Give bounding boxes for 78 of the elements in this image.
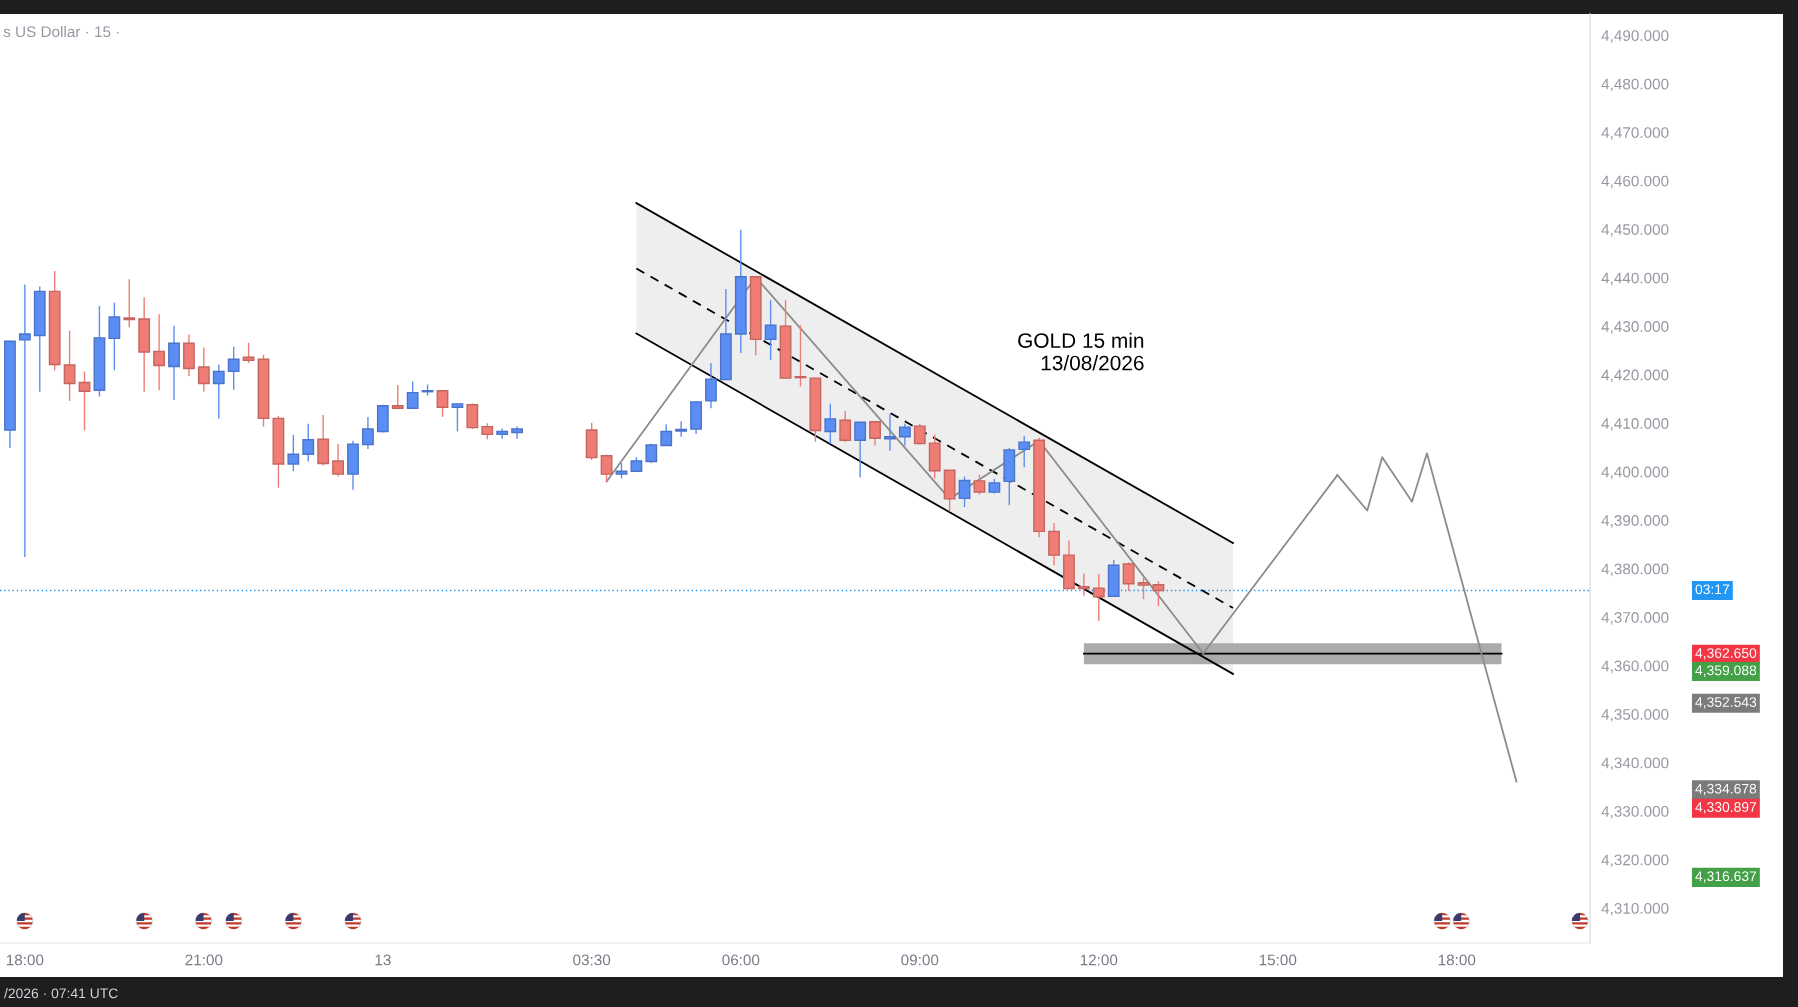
candlestick (212, 363, 225, 420)
candlestick (242, 342, 255, 364)
y2-tick-label: 4,334.678 (1695, 783, 1757, 796)
y2-tick-label: 4,362.650 (1695, 648, 1757, 660)
y-tick-label: 4,330.000 (1601, 805, 1669, 819)
candlestick (287, 434, 300, 472)
y-tick-label: 4,340.000 (1601, 757, 1669, 771)
candlestick (824, 403, 837, 445)
y-tick-label: 4,460.000 (1601, 175, 1669, 189)
x-tick-label: 09:00 (901, 954, 939, 966)
candlestick (406, 380, 419, 410)
candlestick (884, 412, 896, 452)
candlestick (362, 416, 374, 450)
y-tick-label: 4,440.000 (1601, 272, 1669, 286)
candlestick (958, 475, 971, 508)
y-tick-label: 4,320.000 (1601, 854, 1669, 868)
candlestick (466, 402, 479, 430)
y-tick-label: 4,350.000 (1601, 709, 1669, 722)
y2-tick-label: 4,330.897 (1695, 802, 1757, 814)
candlestick (839, 410, 852, 443)
y-tick-label: 4,390.000 (1601, 515, 1669, 528)
candlestick (1048, 522, 1060, 566)
candlestick (197, 346, 210, 393)
candlestick (153, 313, 166, 391)
candlestick (675, 420, 688, 438)
candlestick (391, 384, 404, 410)
candlestick (436, 389, 449, 418)
y-tick-label: 4,420.000 (1601, 369, 1669, 383)
x-tick-label: 18:00 (6, 954, 44, 966)
text: /2026 · 07:41 UTC (4, 988, 118, 999)
text: s US Dollar · 15 · (3, 25, 119, 38)
candlestick (898, 423, 911, 447)
candlestick (1077, 572, 1090, 597)
x-tick-label: 06:00 (722, 954, 760, 966)
text: 03:17 (1695, 584, 1730, 595)
candlestick (869, 421, 881, 447)
candlestick (1092, 573, 1105, 622)
annotation: GOLD 15 min 13/08/2026 (1018, 332, 1144, 371)
candlestick (1122, 561, 1135, 592)
candlestick (227, 345, 240, 391)
y-tick-label: 4,410.000 (1601, 418, 1669, 431)
y-tick-label: 4,480.000 (1601, 78, 1669, 92)
candlestick (705, 362, 717, 409)
candlestick (764, 299, 777, 361)
y-tick-label: 4,360.000 (1601, 660, 1669, 674)
y-tick-label: 4,400.000 (1601, 466, 1669, 480)
x-tick-label: 12:00 (1080, 954, 1118, 966)
candlestick (78, 370, 91, 432)
y-tick-label: 4,490.000 (1601, 30, 1669, 43)
x-tick-label: 18:00 (1438, 954, 1476, 966)
candlestick (973, 473, 986, 496)
y-tick-label: 4,370.000 (1601, 612, 1669, 625)
candlestick (854, 421, 867, 479)
y-tick-label: 4,470.000 (1601, 127, 1669, 140)
x-tick-label: 21:00 (185, 954, 223, 966)
candlestick (1152, 580, 1165, 607)
y-tick-label: 4,310.000 (1601, 902, 1669, 916)
candlestick (108, 301, 121, 372)
y-tick-label: 4,430.000 (1601, 321, 1669, 334)
candlestick (302, 423, 315, 463)
y-tick-label: 4,450.000 (1601, 224, 1669, 237)
candlestick (1137, 576, 1150, 600)
candlestick (1018, 435, 1031, 469)
candlestick (18, 283, 31, 558)
candlestick (913, 423, 926, 446)
x-tick-label: 13 (375, 954, 391, 966)
candlestick (600, 454, 613, 483)
x-tick-label: 03:30 (573, 954, 611, 966)
y-tick-label: 4,380.000 (1601, 563, 1669, 577)
candlestick (63, 329, 76, 402)
candlestick (451, 402, 464, 433)
x-tick-label: 15:00 (1259, 954, 1297, 966)
y2-tick-label: 4,316.637 (1695, 871, 1757, 883)
candlestick (168, 325, 180, 401)
candlestick (332, 443, 345, 478)
y2-tick-label: 4,352.543 (1695, 697, 1757, 709)
y2-tick-label: 4,359.088 (1695, 665, 1757, 677)
candlestick (123, 278, 136, 328)
